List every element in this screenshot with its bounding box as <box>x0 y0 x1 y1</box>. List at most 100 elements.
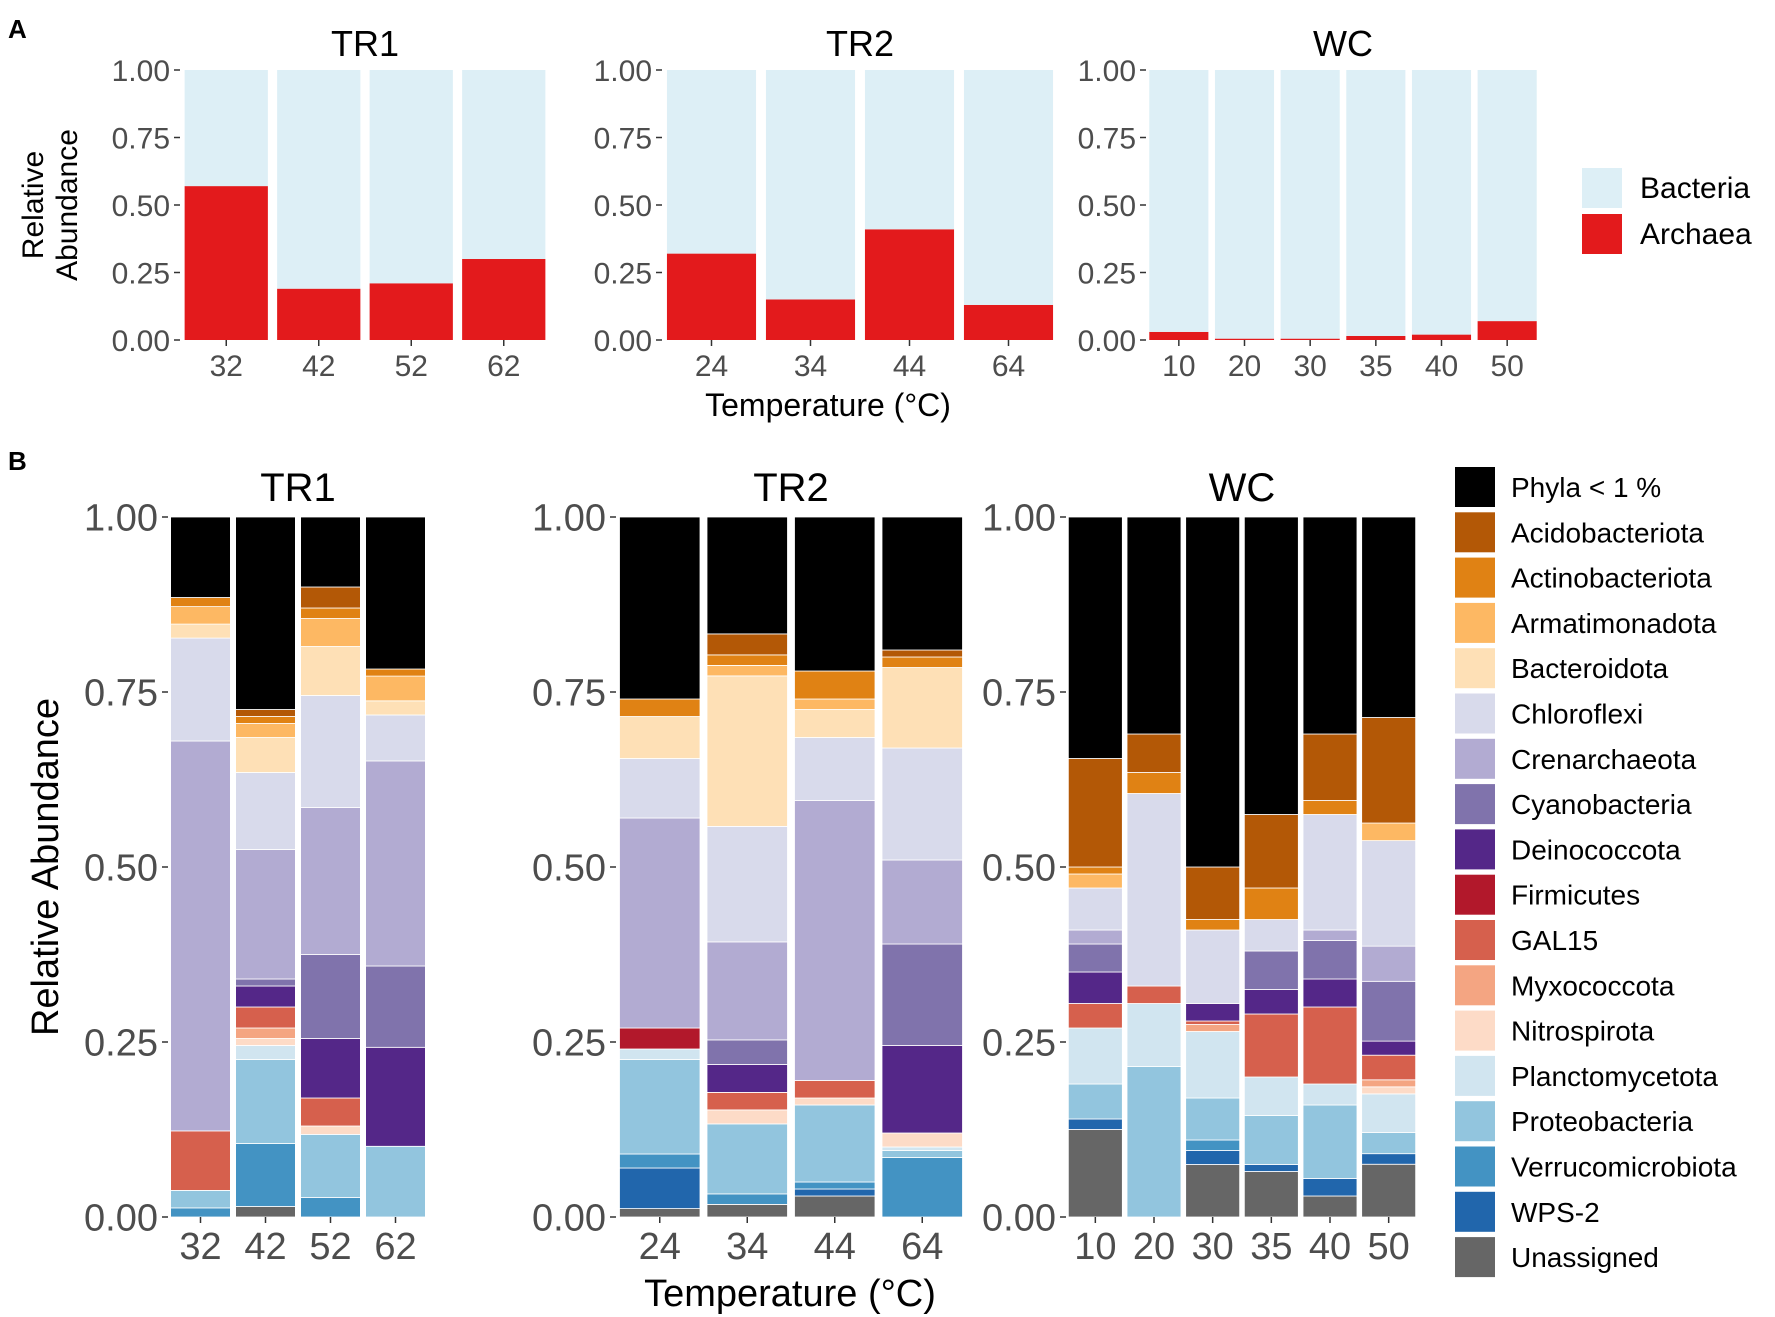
bar-segment-planctomycetota <box>235 1045 296 1060</box>
bar-segment-wps-2 <box>1185 1150 1241 1165</box>
bar-segment-bacteroidota <box>170 623 231 639</box>
bar-bacteria <box>369 70 453 284</box>
bar-segment-chloroflexi <box>1185 929 1241 1004</box>
facet-tr1: TR1 0.00 0.25 0.50 0.75 1.00 32 42 52 62 <box>112 23 546 383</box>
legend-label: Nitrospirota <box>1511 1016 1655 1047</box>
bar-segment-acidobacteriota <box>1302 733 1358 801</box>
legend-label: Acidobacteriota <box>1511 517 1704 548</box>
legend-a: Bacteria Archaea <box>1582 168 1752 254</box>
bar-segment-cyanobacteria <box>365 965 426 1048</box>
bar-segment-proteobacteria <box>365 1145 426 1218</box>
facet-tr2: TR2 0.00 0.25 0.50 0.75 1.00 24 34 44 64 <box>594 23 1054 383</box>
bar-segment-gal15 <box>1185 1020 1241 1025</box>
legend-swatch-proteobacteria <box>1455 1101 1495 1142</box>
bar-segment-armatimonadota <box>365 675 426 702</box>
bar-segment-proteobacteria <box>794 1104 876 1183</box>
bar-segment-chloroflexi <box>1243 919 1299 952</box>
y-tick-label: 0.75 <box>1078 122 1136 155</box>
bar-segment-proteobacteria <box>619 1059 701 1155</box>
y-tick-label: 0.25 <box>112 257 170 290</box>
bar-archaea <box>1477 321 1537 340</box>
y-tick-label: 1.00 <box>982 498 1056 540</box>
bar-segment-chloroflexi <box>1302 814 1358 931</box>
bar-bacteria <box>1346 70 1406 336</box>
legend-label: Deinococcota <box>1511 834 1681 865</box>
bar-segment-phyla-1 <box>170 516 231 598</box>
bar-segment-armatimonadota <box>1067 873 1123 889</box>
bar-segment-unassigned <box>1243 1171 1299 1218</box>
bar-bacteria <box>184 70 268 187</box>
bar-segment-nitrospirota <box>1361 1086 1417 1095</box>
legend-swatch-gal15 <box>1455 920 1495 960</box>
bar-segment-planctomycetota <box>1185 1031 1241 1099</box>
bar-segment-planctomycetota <box>1302 1083 1358 1106</box>
y-tick-label: 0.50 <box>84 848 158 890</box>
y-tick-label: 0.25 <box>594 257 652 290</box>
bar-segment-gal15 <box>235 1006 296 1029</box>
bar-segment-actinobacteriota <box>235 716 296 724</box>
bar-segment-deinococcota <box>1067 971 1123 1004</box>
bar-segment-unassigned <box>706 1204 788 1218</box>
bar-bacteria <box>1477 70 1537 322</box>
bar-segment-chloroflexi <box>1361 840 1417 947</box>
bar-segment-verrucomicrobiota <box>619 1153 701 1169</box>
bar-segment-armatimonadota <box>706 665 788 677</box>
bar-archaea <box>369 283 453 340</box>
y-tick-label: 0.00 <box>112 325 170 358</box>
bar-segment-myxococcota <box>1361 1079 1417 1088</box>
bar-segment-nitrospirota <box>300 1125 361 1135</box>
legend-label: Bacteroidota <box>1511 653 1669 684</box>
x-axis-title: Temperature (°C) <box>644 1273 936 1315</box>
x-tick-label: 42 <box>244 1226 286 1268</box>
bar-segment-phyla-1 <box>706 516 788 635</box>
y-tick-label: 0.25 <box>982 1023 1056 1065</box>
bar-segment-bacteroidota <box>881 667 963 749</box>
bar-segment-chloroflexi <box>794 737 876 801</box>
bar-segment-phyla-1 <box>235 516 296 710</box>
bar-segment-bacteroidota <box>619 716 701 759</box>
bar-segment-unassigned <box>1361 1163 1417 1218</box>
facet-title: WC <box>1209 466 1276 510</box>
bar-segment-planctomycetota <box>619 1048 701 1060</box>
legend-b: Phyla < 1 % Acidobacteriota Actinobacterio… <box>1455 467 1737 1278</box>
bar-archaea <box>1149 331 1209 340</box>
bar-segment-actinobacteriota <box>1243 887 1299 920</box>
bar-segment-crenarchaeota <box>365 760 426 967</box>
bar-segment-wps-2 <box>1067 1118 1123 1130</box>
bar-segment-verrucomicrobiota <box>706 1193 788 1205</box>
bar-segment-cyanobacteria <box>706 1039 788 1065</box>
y-axis-title: Relative Abundance <box>25 698 67 1036</box>
y-tick-label: 1.00 <box>532 498 606 540</box>
facet-title: TR1 <box>260 466 336 510</box>
x-tick-label: 44 <box>893 350 926 383</box>
bar-segment-acidobacteriota <box>881 649 963 658</box>
legend-label: GAL15 <box>1511 925 1598 956</box>
x-tick-label: 24 <box>639 1226 681 1268</box>
legend-swatch-crenarchaeota <box>1455 738 1495 779</box>
bar-segment-chloroflexi <box>170 637 231 742</box>
bar-segment-wps-2 <box>1302 1178 1358 1197</box>
x-tick-label: 50 <box>1368 1226 1410 1268</box>
bar-segment-verrucomicrobiota <box>170 1207 231 1218</box>
legend-swatch-deinococcota <box>1455 829 1495 870</box>
bar-segment-planctomycetota <box>1126 1003 1182 1067</box>
bar-segment-wps-2 <box>794 1188 876 1197</box>
bar-segment-armatimonadota <box>794 698 876 710</box>
bar-segment-gal15 <box>300 1097 361 1127</box>
bar-segment-actinobacteriota <box>1185 919 1241 931</box>
x-tick-label: 10 <box>1162 350 1195 383</box>
bar-segment-myxococcota <box>235 1027 296 1039</box>
bar-segment-chloroflexi <box>365 714 426 762</box>
y-tick-label: 0.50 <box>982 848 1056 890</box>
legend-label: Unassigned <box>1511 1242 1659 1273</box>
bar-segment-phyla-1 <box>1185 516 1241 868</box>
bar-segment-bacteroidota <box>794 709 876 738</box>
bar-archaea <box>1346 335 1406 340</box>
bar-segment-proteobacteria <box>235 1059 296 1144</box>
bar-segment-unassigned <box>235 1206 296 1218</box>
legend-label: Firmicutes <box>1511 880 1640 911</box>
bar-segment-crenarchaeota <box>1302 929 1358 941</box>
bar-segment-verrucomicrobiota <box>1185 1139 1241 1151</box>
legend-swatch-acidobacteriota <box>1455 512 1495 553</box>
bar-segment-myxococcota <box>1185 1024 1241 1032</box>
